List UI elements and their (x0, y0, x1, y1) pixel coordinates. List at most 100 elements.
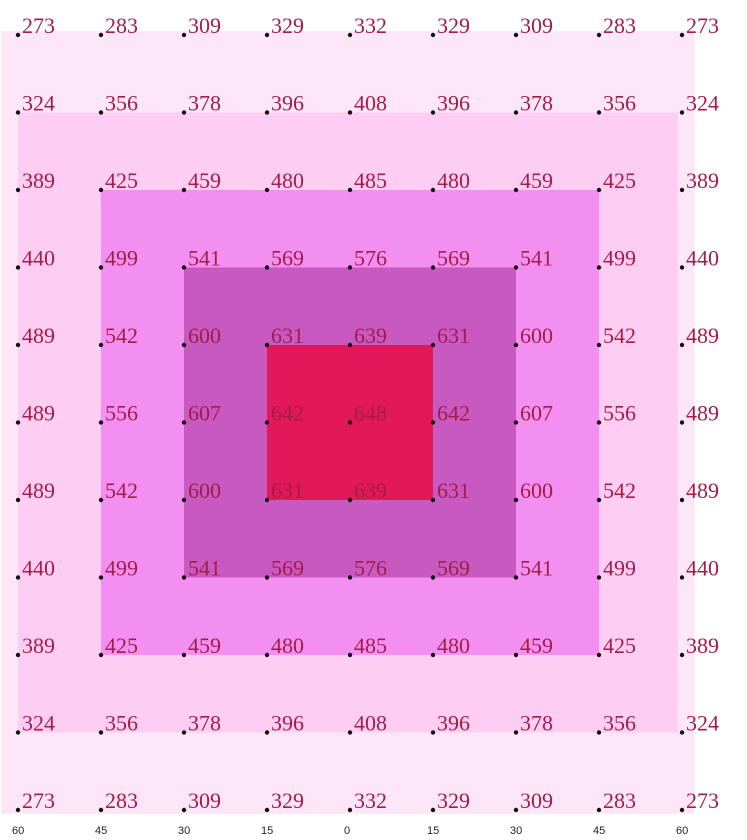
grid-marker (15, 187, 21, 193)
value-label: 356 (105, 91, 138, 116)
grid-marker (347, 730, 353, 735)
grid-marker (430, 497, 436, 503)
grid-marker (596, 187, 602, 193)
grid-marker (181, 575, 187, 580)
grid-marker (596, 110, 602, 115)
grid-marker (347, 497, 353, 503)
value-label: 556 (105, 401, 138, 426)
x-tick-label: 30 (510, 825, 522, 837)
grid-marker (181, 652, 187, 658)
value-label: 489 (686, 478, 719, 503)
value-label: 396 (271, 91, 304, 116)
grid-marker (679, 497, 685, 503)
value-label: 440 (686, 556, 719, 581)
value-label: 324 (686, 711, 719, 736)
grid-marker (513, 32, 519, 38)
value-label: 283 (105, 13, 138, 38)
grid-marker (181, 807, 187, 813)
grid-marker (430, 32, 436, 38)
value-label: 485 (354, 633, 387, 658)
value-label: 459 (520, 633, 553, 658)
value-label: 499 (105, 246, 138, 271)
grid-marker (15, 575, 21, 580)
value-label: 600 (520, 323, 553, 348)
grid-marker (264, 110, 270, 115)
value-label: 425 (603, 633, 636, 658)
value-label: 324 (22, 91, 55, 116)
grid-marker (430, 652, 436, 658)
value-label: 408 (354, 711, 387, 736)
value-label: 556 (603, 401, 636, 426)
x-tick-label: 30 (178, 825, 190, 837)
x-tick-label: 0 (344, 825, 350, 837)
value-label: 480 (271, 168, 304, 193)
value-labels: 273 283 309 329 332 329 309 283 273 324 356 378 396 4… (22, 13, 719, 813)
value-label: 440 (22, 556, 55, 581)
value-label: 324 (686, 91, 719, 116)
value-label: 378 (188, 91, 221, 116)
value-label: 440 (686, 246, 719, 271)
grid-marker (430, 730, 436, 735)
grid-marker (98, 575, 104, 580)
grid-marker (679, 730, 685, 735)
value-label: 489 (686, 401, 719, 426)
grid-marker (596, 575, 602, 580)
grid-marker (430, 110, 436, 115)
value-label: 631 (271, 478, 304, 503)
grid-marker (264, 652, 270, 658)
grid-marker (679, 575, 685, 580)
value-label: 273 (686, 788, 719, 813)
grid-marker (15, 32, 21, 38)
value-label: 283 (603, 13, 636, 38)
grid-marker (430, 575, 436, 580)
grid-marker (679, 32, 685, 38)
grid-marker (679, 187, 685, 193)
grid-marker (264, 420, 270, 425)
grid-marker (15, 807, 21, 813)
value-label: 631 (271, 323, 304, 348)
grid-marker (513, 730, 519, 735)
value-label: 569 (271, 556, 304, 581)
value-label: 542 (105, 323, 138, 348)
value-label: 356 (603, 91, 636, 116)
value-label: 480 (271, 633, 304, 658)
grid-marker (596, 807, 602, 813)
value-label: 499 (105, 556, 138, 581)
value-label: 642 (437, 401, 470, 426)
grid-marker (513, 575, 519, 580)
value-label: 489 (686, 323, 719, 348)
value-label: 541 (520, 246, 553, 271)
grid-marker (347, 110, 353, 115)
grid-marker (679, 342, 685, 348)
grid-marker (430, 807, 436, 813)
value-label: 607 (520, 401, 553, 426)
grid-marker (181, 32, 187, 38)
grid-marker (513, 265, 519, 270)
value-label: 569 (437, 246, 470, 271)
grid-marker (596, 342, 602, 348)
x-tick-label: 15 (427, 825, 439, 837)
value-label: 329 (271, 788, 304, 813)
grid-marker (15, 110, 21, 115)
value-label: 576 (354, 246, 387, 271)
value-label: 273 (686, 13, 719, 38)
grid-marker (430, 187, 436, 193)
value-label: 332 (354, 788, 387, 813)
value-label: 324 (22, 711, 55, 736)
grid-marker (430, 342, 436, 348)
value-label: 459 (188, 168, 221, 193)
grid-marker (513, 187, 519, 193)
grid-marker (98, 110, 104, 115)
value-label: 631 (437, 323, 470, 348)
grid-marker (347, 420, 353, 425)
value-label: 607 (188, 401, 221, 426)
value-label: 459 (188, 633, 221, 658)
value-label: 485 (354, 168, 387, 193)
grid-marker (596, 265, 602, 270)
grid-marker (347, 32, 353, 38)
value-label: 542 (603, 478, 636, 503)
value-label: 569 (271, 246, 304, 271)
grid-marker (264, 342, 270, 348)
value-label: 389 (22, 633, 55, 658)
grid-marker (181, 187, 187, 193)
